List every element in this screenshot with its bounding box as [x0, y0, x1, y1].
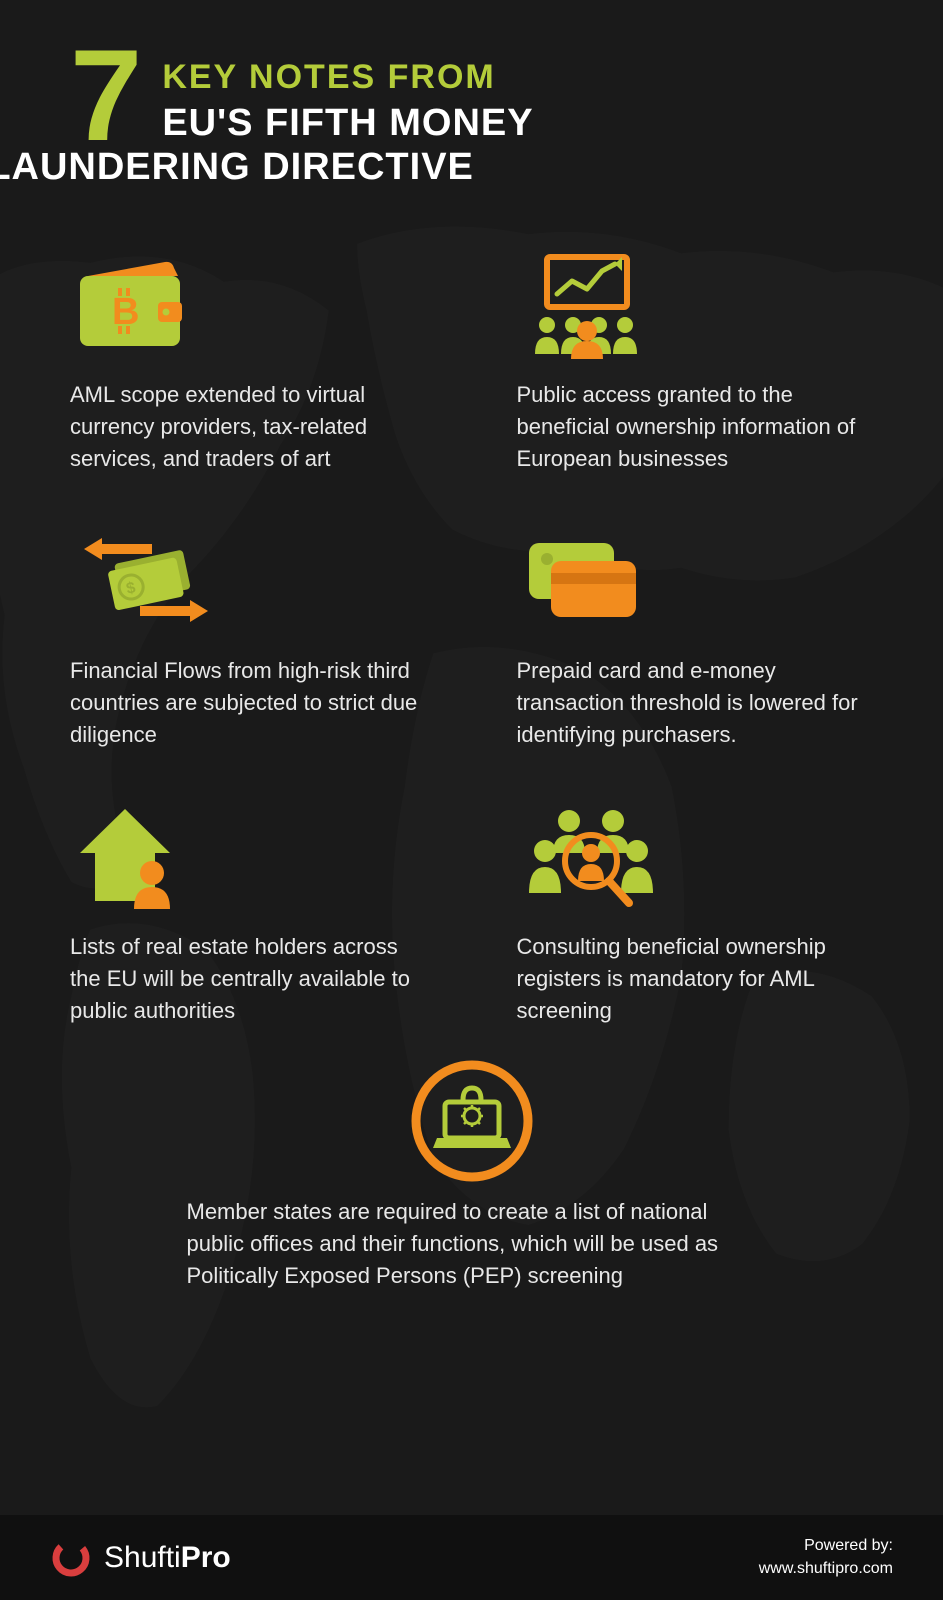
item-aml-scope: B AML scope extended to virtual currency… [70, 249, 427, 475]
item-consulting: Consulting beneficial ownership register… [517, 801, 874, 1027]
item-text: Financial Flows from high-risk third cou… [70, 655, 427, 751]
powered-label: Powered by: [759, 1535, 893, 1557]
items-grid: B AML scope extended to virtual currency… [70, 249, 873, 1026]
header-number: 7 [70, 40, 142, 151]
item-real-estate: Lists of real estate holders across the … [70, 801, 427, 1027]
title-line-1: KEY NOTES FROM [162, 58, 873, 97]
header: 7 KEY NOTES FROM EU'S FIFTH MONEY LAUNDE… [70, 50, 873, 189]
footer: ShuftiPro Powered by: www.shuftipro.com [0, 1515, 943, 1600]
house-person-icon [70, 801, 427, 911]
infographic-content: 7 KEY NOTES FROM EU'S FIFTH MONEY LAUNDE… [0, 0, 943, 1600]
presentation-chart-icon [517, 249, 874, 359]
logo-text-bold: Pro [181, 1541, 231, 1574]
item-public-access: Public access granted to the beneficial … [517, 249, 874, 475]
people-search-icon [517, 801, 874, 911]
logo-text: ShuftiPro [104, 1541, 231, 1575]
item-prepaid-card: Prepaid card and e-money transaction thr… [517, 525, 874, 751]
logo-ring-icon [50, 1537, 92, 1579]
item-text: Public access granted to the beneficial … [517, 379, 874, 475]
item-text: Consulting beneficial ownership register… [517, 931, 874, 1027]
credit-cards-icon [517, 525, 874, 635]
item-text: Prepaid card and e-money transaction thr… [517, 655, 874, 751]
logo-text-thin: Shufti [104, 1541, 181, 1574]
money-exchange-icon: $ [70, 525, 427, 635]
wallet-bitcoin-icon: B [70, 249, 427, 359]
powered-by: Powered by: www.shuftipro.com [759, 1535, 893, 1580]
title-line-3: LAUNDERING DIRECTIVE [0, 146, 873, 190]
title-line-2: EU'S FIFTH MONEY [162, 102, 873, 146]
item-text: Lists of real estate holders across the … [70, 931, 427, 1027]
powered-url: www.shuftipro.com [759, 1558, 893, 1580]
item-text: AML scope extended to virtual currency p… [70, 379, 427, 475]
item-member-states: Member states are required to create a l… [70, 1066, 873, 1292]
item-financial-flows: $ Financial Flows from high-risk third c… [70, 525, 427, 751]
laptop-lock-icon [407, 1066, 537, 1176]
title-block: KEY NOTES FROM EU'S FIFTH MONEY LAUNDERI… [162, 50, 873, 189]
item-text: Member states are required to create a l… [187, 1196, 757, 1292]
svg-text:B: B [112, 291, 139, 333]
logo: ShuftiPro [50, 1537, 231, 1579]
